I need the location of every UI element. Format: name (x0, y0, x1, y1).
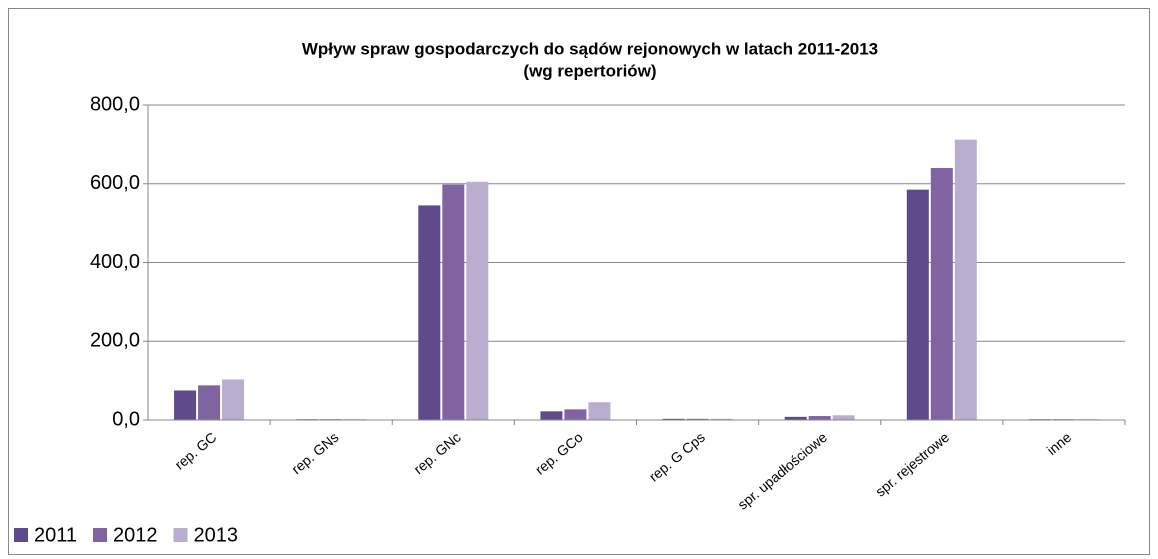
bar (564, 409, 587, 420)
bar (418, 205, 441, 420)
y-tick-label: 0,0 (112, 408, 140, 430)
legend-label: 2011 (34, 524, 77, 546)
bar (930, 168, 953, 420)
bar (466, 181, 489, 420)
chart-border (8, 8, 1150, 555)
bar (174, 390, 197, 420)
bar (954, 139, 977, 420)
bar (808, 416, 831, 420)
bar (832, 415, 855, 420)
bar (540, 411, 563, 420)
legend-label: 2012 (113, 524, 158, 546)
bar (662, 418, 685, 420)
y-tick-label: 600,0 (90, 172, 140, 194)
legend-swatch (14, 528, 28, 542)
y-tick-label: 400,0 (90, 251, 140, 273)
legend-swatch (93, 528, 108, 542)
legend-swatch (173, 528, 188, 542)
bar (588, 402, 611, 420)
chart-title: Wpływ spraw gospodarczych do sądów rejon… (302, 39, 878, 58)
bar (784, 416, 807, 420)
legend-label: 2013 (194, 524, 239, 546)
chart-subtitle: (wg repertoriów) (523, 61, 656, 80)
bar (710, 418, 733, 420)
bar (906, 189, 929, 420)
y-tick-label: 200,0 (90, 330, 140, 352)
bar (198, 385, 221, 420)
bar (222, 379, 245, 420)
bar (686, 418, 709, 420)
bar (442, 184, 465, 420)
y-tick-label: 800,0 (90, 93, 140, 115)
